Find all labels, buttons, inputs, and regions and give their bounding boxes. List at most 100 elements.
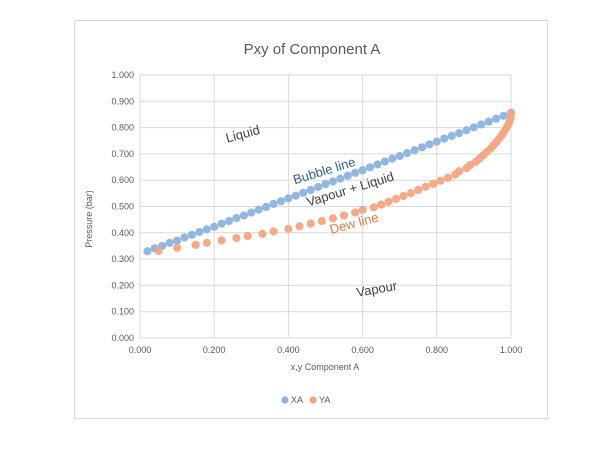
- data-point-xa: [447, 131, 456, 141]
- y-tick-label: 0.800: [111, 123, 134, 133]
- data-point-ya: [317, 216, 326, 226]
- data-point-ya: [377, 200, 386, 209]
- data-point-ya: [269, 227, 278, 236]
- data-point-xa: [180, 233, 189, 242]
- data-point-xa: [284, 194, 293, 203]
- tick-labels: 0.000 0.100 0.200 0.300 0.400 0.500 0.600 0.700…: [111, 70, 522, 355]
- series-ya: [154, 108, 516, 256]
- data-point-xa: [417, 143, 427, 152]
- y-tick-label: 0.400: [111, 228, 134, 238]
- data-point-ya: [443, 173, 453, 182]
- data-point-ya: [428, 179, 438, 188]
- data-point-ya: [391, 194, 401, 203]
- legend-label-ya: YA: [319, 395, 330, 405]
- data-point-ya: [284, 224, 293, 233]
- data-point-xa: [477, 120, 486, 129]
- legend-marker-ya: [309, 396, 317, 404]
- data-point-ya: [414, 185, 423, 195]
- y-tick-label: 0.900: [111, 96, 134, 106]
- x-tick-label: 0.000: [129, 345, 152, 355]
- y-tick-label: 0.300: [111, 254, 134, 264]
- data-point-xa: [336, 174, 345, 183]
- data-point-ya: [339, 211, 349, 220]
- data-point-xa: [343, 171, 352, 180]
- data-point-xa: [291, 191, 300, 200]
- data-point-xa: [425, 140, 434, 149]
- x-tick-label: 0.400: [277, 345, 300, 355]
- data-point-xa: [395, 151, 404, 161]
- chart-title: Pxy of Component A: [244, 41, 381, 58]
- data-point-xa: [173, 236, 182, 245]
- data-point-ya: [173, 243, 182, 252]
- data-point-xa: [484, 117, 493, 126]
- data-point-xa: [313, 182, 323, 192]
- data-point-xa: [262, 202, 271, 212]
- data-point-xa: [321, 180, 330, 189]
- data-series: [143, 108, 516, 256]
- data-point-xa: [410, 146, 419, 155]
- data-point-xa: [306, 185, 315, 195]
- data-point-xa: [365, 163, 375, 172]
- data-point-ya: [191, 240, 200, 249]
- x-tick-label: 1.000: [500, 345, 523, 355]
- data-point-xa: [499, 111, 508, 120]
- data-point-ya: [258, 229, 267, 238]
- data-point-xa: [232, 213, 241, 223]
- data-point-ya: [384, 197, 393, 206]
- data-point-ya: [154, 246, 163, 256]
- legend-marker-xa: [281, 396, 289, 404]
- data-point-xa: [328, 177, 338, 186]
- data-point-ya: [351, 208, 360, 217]
- data-point-xa: [469, 123, 478, 132]
- data-point-xa: [217, 219, 226, 228]
- data-point-ya: [436, 176, 445, 185]
- y-axis-title: Pressure (bar): [84, 190, 94, 248]
- data-point-xa: [432, 137, 441, 146]
- data-point-xa: [351, 168, 360, 177]
- data-point-ya: [454, 167, 464, 176]
- data-point-xa: [276, 197, 286, 206]
- data-point-ya: [406, 188, 415, 198]
- data-point-xa: [247, 208, 256, 217]
- x-tick-label: 0.600: [351, 345, 374, 355]
- data-point-ya: [421, 182, 430, 191]
- annotation-label: Liquid: [224, 122, 261, 145]
- grid-lines: [139, 74, 512, 339]
- data-point-ya: [217, 236, 226, 245]
- data-point-xa: [358, 166, 367, 175]
- data-point-xa: [187, 230, 197, 240]
- data-point-ya: [399, 191, 408, 201]
- data-point-xa: [299, 188, 308, 197]
- data-point-xa: [224, 216, 234, 226]
- data-point-ya: [369, 203, 378, 212]
- data-point-ya: [202, 238, 211, 247]
- data-point-xa: [143, 247, 152, 256]
- y-tick-label: 0.100: [111, 307, 134, 317]
- data-point-xa: [210, 222, 219, 231]
- data-point-xa: [269, 199, 278, 208]
- data-point-xa: [462, 126, 471, 135]
- data-point-xa: [380, 157, 389, 166]
- data-point-xa: [440, 134, 449, 143]
- data-point-ya: [328, 214, 338, 223]
- data-point-ya: [295, 222, 304, 231]
- data-point-ya: [506, 108, 516, 117]
- y-tick-label: 0.200: [111, 280, 134, 290]
- legend-label-xa: XA: [291, 395, 303, 405]
- data-point-xa: [165, 238, 174, 247]
- data-point-ya: [306, 219, 315, 228]
- data-point-xa: [388, 154, 397, 163]
- data-point-ya: [232, 233, 241, 243]
- x-tick-label: 0.800: [426, 345, 449, 355]
- data-point-ya: [358, 205, 367, 215]
- data-point-xa: [239, 211, 248, 220]
- data-point-xa: [454, 129, 464, 138]
- annotation-label: Vapour: [355, 278, 399, 300]
- x-tick-label: 0.200: [203, 345, 226, 355]
- data-point-xa: [373, 160, 382, 169]
- data-point-xa: [254, 205, 263, 214]
- data-point-ya: [243, 231, 252, 241]
- x-axis-title: x,y Component A: [291, 362, 360, 372]
- y-tick-label: 1.000: [111, 70, 134, 80]
- data-point-xa: [195, 227, 204, 237]
